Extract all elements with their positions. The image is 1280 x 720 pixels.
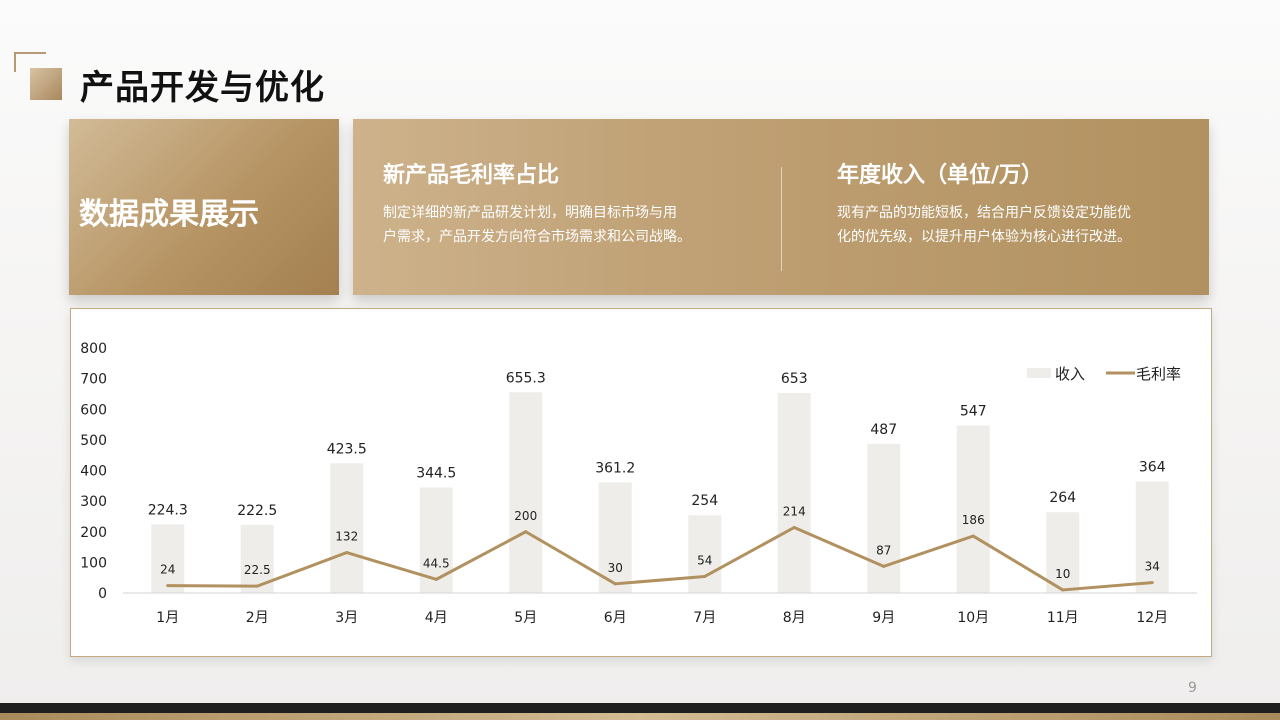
line-point-4 <box>434 577 438 581</box>
bar-8 <box>777 393 811 593</box>
summary-card: 数据成果展示 <box>69 119 339 295</box>
chart-card: 0 100 200 300 400 500 600 700 800 224.3 222.5 423.5… <box>70 308 1212 657</box>
bar-11 <box>1046 512 1080 593</box>
info-card: 新产品毛利率占比 制定详细的新产品研发计划，明确目标市场与用 户需求，产品开发方… <box>353 119 1209 295</box>
x-tick-label: 10月 <box>957 610 989 626</box>
summary-card-title: 数据成果展示 <box>79 197 259 232</box>
x-tick-label: 9月 <box>872 610 895 626</box>
line-point-12 <box>1150 581 1154 585</box>
bar-value-label: 254 <box>691 493 718 509</box>
line-value-label: 10 <box>1055 567 1070 581</box>
y-tick-label: 100 <box>80 555 107 571</box>
bar-value-label: 653 <box>781 371 808 387</box>
line-value-label: 54 <box>697 553 712 567</box>
line-point-10 <box>971 534 975 538</box>
footer-accent <box>0 713 1280 720</box>
info-text-margin-line2: 户需求，产品开发方向符合市场需求和公司战略。 <box>383 229 691 245</box>
info-divider <box>781 167 782 271</box>
bar-value-label: 655.3 <box>506 370 546 386</box>
line-point-6 <box>613 582 617 586</box>
bar-10 <box>956 425 990 593</box>
x-tick-label: 11月 <box>1047 610 1079 626</box>
bar-3 <box>330 463 364 593</box>
line-value-label: 200 <box>514 509 537 523</box>
line-point-5 <box>524 530 528 534</box>
info-text-margin-line1: 制定详细的新产品研发计划，明确目标市场与用 <box>383 205 677 221</box>
line-series-margin <box>167 525 1153 592</box>
x-tick-label: 12月 <box>1136 610 1168 626</box>
line-point-8 <box>792 525 796 529</box>
line-point-7 <box>703 574 707 578</box>
info-text-revenue-line1: 现有产品的功能短板，结合用户反馈设定功能优 <box>837 205 1131 221</box>
x-tick-label: 6月 <box>604 610 627 626</box>
line-value-label: 30 <box>608 561 623 575</box>
x-tick-label: 7月 <box>693 610 716 626</box>
line-value-label: 214 <box>783 504 806 518</box>
bar-12 <box>1135 481 1169 593</box>
line-value-label: 34 <box>1145 560 1160 574</box>
y-tick-label: 300 <box>80 494 107 510</box>
bar-5 <box>509 392 543 593</box>
line-point-1 <box>166 584 170 588</box>
y-tick-label: 600 <box>80 402 107 418</box>
line-value-label: 22.5 <box>244 563 271 577</box>
legend-label-revenue: 收入 <box>1055 365 1085 383</box>
bar-value-label: 487 <box>870 422 897 438</box>
bar-value-label: 224.3 <box>148 502 188 518</box>
bar-1 <box>151 524 185 593</box>
line-value-label: 87 <box>876 543 891 557</box>
bar-9 <box>867 443 901 593</box>
bar-value-label: 547 <box>960 403 987 419</box>
bar-value-label: 222.5 <box>237 503 277 519</box>
x-tick-label: 5月 <box>514 610 537 626</box>
x-tick-label: 2月 <box>246 610 269 626</box>
x-tick-label: 4月 <box>425 610 448 626</box>
x-tick-label: 8月 <box>783 610 806 626</box>
y-tick-label: 200 <box>80 525 107 541</box>
y-tick-label: 800 <box>80 341 107 357</box>
info-heading-margin: 新产品毛利率占比 <box>383 163 560 188</box>
line-value-label: 132 <box>335 530 358 544</box>
line-point-2 <box>255 584 259 588</box>
info-heading-revenue: 年度收入（单位/万） <box>837 163 1044 188</box>
bar-6 <box>598 482 632 593</box>
bar-value-label: 361.2 <box>595 460 635 476</box>
page-title: 产品开发与优化 <box>80 68 325 108</box>
bar-value-label: 344.5 <box>416 465 456 481</box>
legend-swatch-revenue <box>1027 368 1051 378</box>
info-text-margin: 制定详细的新产品研发计划，明确目标市场与用 户需求，产品开发方向符合市场需求和公… <box>383 201 728 249</box>
bar-value-label: 423.5 <box>327 441 367 457</box>
title-decoration-outline <box>14 52 46 72</box>
x-tick-label: 3月 <box>335 610 358 626</box>
y-tick-label: 500 <box>80 433 107 449</box>
bar-value-label: 364 <box>1139 460 1166 476</box>
bar-7 <box>688 515 722 593</box>
info-text-revenue-line2: 化的优先级，以提升用户体验为核心进行改进。 <box>837 229 1131 245</box>
page-number: 9 <box>1188 680 1197 696</box>
y-tick-label: 400 <box>80 464 107 480</box>
info-text-revenue: 现有产品的功能短板，结合用户反馈设定功能优 化的优先级，以提升用户体验为核心进行… <box>837 201 1182 249</box>
line-point-11 <box>1061 588 1065 592</box>
legend-label-margin: 毛利率 <box>1136 365 1181 383</box>
line-point-9 <box>882 564 886 568</box>
title-decoration-square <box>30 68 62 100</box>
combo-chart: 0 100 200 300 400 500 600 700 800 224.3 222.5 423.5… <box>80 341 1197 626</box>
y-tick-label: 700 <box>80 372 107 388</box>
y-tick-label: 0 <box>98 586 107 602</box>
bar-value-label: 264 <box>1049 490 1076 506</box>
x-tick-label: 1月 <box>156 610 179 626</box>
line-value-label: 44.5 <box>423 556 450 570</box>
line-value-label: 24 <box>160 563 175 577</box>
line-value-label: 186 <box>962 513 985 527</box>
line-point-3 <box>345 551 349 555</box>
